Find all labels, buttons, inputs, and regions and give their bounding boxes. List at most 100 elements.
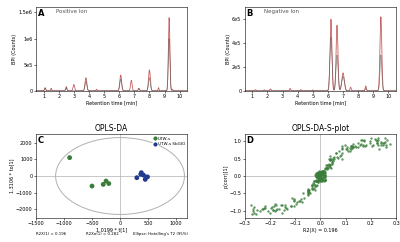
Point xyxy=(309,187,315,191)
Point xyxy=(312,172,319,175)
Point xyxy=(313,174,319,178)
Text: R2X(1) = 0.196: R2X(1) = 0.196 xyxy=(36,232,66,235)
Point xyxy=(296,199,303,203)
Point xyxy=(103,179,109,183)
Point xyxy=(352,144,358,148)
Point xyxy=(66,156,73,159)
Y-axis label: 1.3106 * to[1]: 1.3106 * to[1] xyxy=(10,159,14,193)
Point xyxy=(347,149,353,152)
Point xyxy=(318,171,325,175)
Point xyxy=(370,143,376,147)
Point xyxy=(329,162,335,166)
Point xyxy=(358,138,365,142)
Point xyxy=(327,163,333,166)
Point xyxy=(318,169,325,173)
Point xyxy=(328,166,334,169)
Point xyxy=(312,173,319,176)
Text: D: D xyxy=(246,136,253,145)
Point xyxy=(383,145,389,149)
Point xyxy=(368,136,374,140)
Point xyxy=(312,173,319,177)
Point xyxy=(250,211,257,215)
Point xyxy=(312,173,318,177)
Point xyxy=(335,156,342,160)
Point xyxy=(300,191,306,195)
Text: Ellipse: Hotelling's T2 (95%): Ellipse: Hotelling's T2 (95%) xyxy=(133,232,188,235)
Point xyxy=(320,176,326,180)
Point xyxy=(315,174,321,177)
Point xyxy=(318,175,324,179)
Point xyxy=(321,175,328,179)
Point xyxy=(317,175,324,179)
Point xyxy=(308,183,315,187)
Point xyxy=(106,182,112,185)
Point xyxy=(375,138,381,142)
Point xyxy=(322,174,328,178)
Point xyxy=(291,198,298,202)
Point xyxy=(339,146,345,150)
Y-axis label: BPI (Counts): BPI (Counts) xyxy=(12,34,17,64)
Text: B: B xyxy=(246,9,253,18)
Point xyxy=(358,142,364,146)
Point xyxy=(316,174,322,178)
Point xyxy=(322,179,328,182)
Point xyxy=(281,208,288,212)
Point xyxy=(314,174,321,178)
Point xyxy=(316,176,322,180)
Point xyxy=(382,140,388,144)
Point xyxy=(318,176,324,180)
Point xyxy=(318,170,325,174)
Point xyxy=(350,145,356,149)
Point xyxy=(278,203,284,207)
Point xyxy=(312,183,318,187)
Point xyxy=(320,169,327,173)
Point xyxy=(316,175,323,179)
Point xyxy=(334,155,340,159)
Point xyxy=(380,141,386,145)
Point xyxy=(312,179,319,183)
Point xyxy=(282,204,289,207)
Point xyxy=(262,204,268,208)
Point xyxy=(339,157,345,161)
Point xyxy=(322,166,328,170)
Point xyxy=(329,158,335,162)
Point xyxy=(375,136,382,140)
Point xyxy=(272,209,278,213)
Point xyxy=(315,175,321,179)
Point xyxy=(315,170,322,174)
Point xyxy=(320,171,326,175)
Point xyxy=(317,174,323,177)
Legend: UTW-s, UTW-s SbGIO: UTW-s, UTW-s SbGIO xyxy=(154,136,185,146)
Point xyxy=(322,177,328,181)
Point xyxy=(259,207,265,211)
Point xyxy=(361,139,367,143)
Point xyxy=(317,179,324,183)
Point xyxy=(292,202,299,206)
Point xyxy=(314,175,320,179)
Point xyxy=(317,178,324,182)
Point xyxy=(271,204,277,208)
Point xyxy=(315,171,322,174)
Point xyxy=(375,143,382,147)
Point xyxy=(318,177,324,181)
Point xyxy=(316,178,322,182)
Point xyxy=(366,141,373,145)
Point xyxy=(89,184,95,188)
Point xyxy=(312,184,318,188)
Point xyxy=(350,145,356,149)
Point xyxy=(253,212,259,216)
Point xyxy=(367,139,373,143)
Point xyxy=(355,141,362,145)
Point xyxy=(250,207,256,211)
Point xyxy=(316,175,323,179)
Point xyxy=(355,145,362,149)
Point xyxy=(327,165,333,168)
Point xyxy=(316,174,322,178)
Point xyxy=(312,179,319,183)
Point xyxy=(339,151,346,155)
Point xyxy=(369,144,376,148)
Point xyxy=(324,167,330,171)
Point xyxy=(270,208,276,212)
Point xyxy=(144,175,151,179)
Point xyxy=(273,208,280,212)
